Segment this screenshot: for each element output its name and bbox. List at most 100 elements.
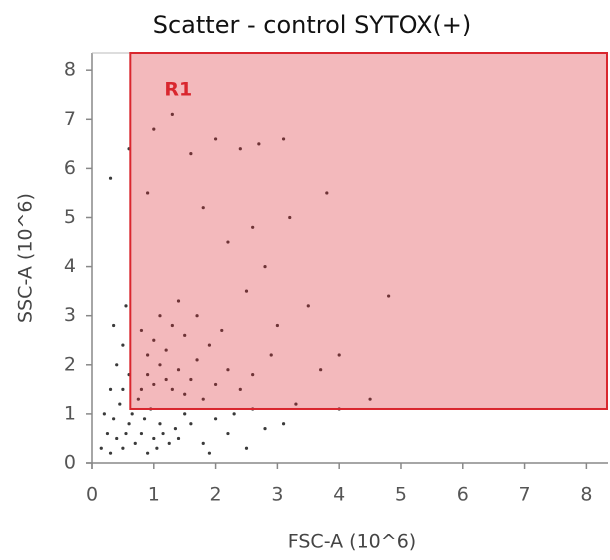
point xyxy=(152,338,156,342)
point xyxy=(176,436,181,441)
point xyxy=(108,176,113,180)
point xyxy=(161,431,165,436)
point xyxy=(238,387,242,391)
point xyxy=(226,240,230,244)
point xyxy=(152,127,156,131)
point xyxy=(118,402,122,406)
point xyxy=(275,323,279,328)
gate-label: R1 xyxy=(164,79,192,101)
point xyxy=(189,377,193,382)
point xyxy=(207,451,212,455)
point xyxy=(226,431,230,436)
y-tick-label: 7 xyxy=(64,108,76,130)
point xyxy=(189,152,193,156)
point xyxy=(189,422,193,426)
point xyxy=(146,191,150,195)
x-axis-title: FSC-A (10^6) xyxy=(288,531,416,553)
point xyxy=(269,353,273,357)
x-tick-label: 6 xyxy=(457,484,469,506)
point xyxy=(263,264,267,269)
point xyxy=(176,368,181,372)
point xyxy=(244,289,249,293)
point xyxy=(136,397,140,401)
chart-title: Scatter - control SYTOX(+) xyxy=(153,11,472,39)
point xyxy=(112,323,116,328)
point xyxy=(108,387,113,391)
point xyxy=(115,436,119,441)
gate-region xyxy=(129,52,608,410)
point xyxy=(173,427,178,431)
point xyxy=(105,431,110,436)
point xyxy=(102,412,106,416)
point xyxy=(124,304,128,308)
point xyxy=(226,368,230,372)
point xyxy=(139,328,144,333)
x-tick-label: 0 xyxy=(86,484,98,506)
point xyxy=(170,387,174,391)
point xyxy=(213,137,218,141)
x-tick-label: 7 xyxy=(519,484,531,506)
x-tick-label: 1 xyxy=(148,484,160,506)
point xyxy=(155,446,159,450)
point xyxy=(127,422,131,426)
point xyxy=(201,206,205,210)
point xyxy=(146,451,150,455)
point xyxy=(164,377,168,382)
point xyxy=(201,397,205,401)
point xyxy=(195,358,199,362)
point xyxy=(251,225,255,229)
point xyxy=(139,387,144,391)
point xyxy=(251,373,255,377)
x-tick-label: 5 xyxy=(395,484,407,506)
y-tick-label: 6 xyxy=(64,157,76,179)
point xyxy=(319,368,323,372)
point xyxy=(146,373,150,377)
point xyxy=(115,363,119,367)
point xyxy=(130,412,134,416)
point xyxy=(368,397,372,401)
point xyxy=(263,427,267,431)
y-tick-label: 4 xyxy=(64,255,76,277)
point xyxy=(387,294,391,298)
point xyxy=(99,446,103,450)
point xyxy=(139,431,144,436)
point xyxy=(121,446,125,450)
x-tick-label: 3 xyxy=(271,484,283,506)
point xyxy=(152,436,156,441)
point xyxy=(183,412,187,416)
point xyxy=(112,417,116,421)
x-tick-label: 2 xyxy=(210,484,222,506)
point xyxy=(146,353,150,357)
point xyxy=(108,451,113,455)
point xyxy=(244,446,249,450)
y-tick-label: 0 xyxy=(64,452,76,474)
point xyxy=(220,328,224,333)
point xyxy=(281,422,286,426)
point xyxy=(176,299,181,303)
point xyxy=(170,112,174,116)
point xyxy=(164,348,168,352)
point xyxy=(288,215,292,220)
point xyxy=(281,137,286,141)
point xyxy=(124,431,128,436)
point xyxy=(121,343,125,347)
point xyxy=(294,402,298,406)
point xyxy=(207,343,212,347)
point xyxy=(167,441,171,445)
y-tick-label: 1 xyxy=(64,402,76,424)
point xyxy=(306,304,310,308)
point xyxy=(238,147,242,151)
point xyxy=(325,191,329,195)
point xyxy=(170,323,174,328)
point xyxy=(183,333,187,337)
point xyxy=(121,387,125,391)
point xyxy=(257,142,261,146)
point xyxy=(158,314,162,318)
point xyxy=(213,382,218,387)
point xyxy=(183,392,187,396)
point xyxy=(201,441,205,445)
y-axis-title: SSC-A (10^6) xyxy=(15,193,37,323)
point xyxy=(213,417,218,421)
point xyxy=(152,382,156,387)
point xyxy=(195,314,199,318)
